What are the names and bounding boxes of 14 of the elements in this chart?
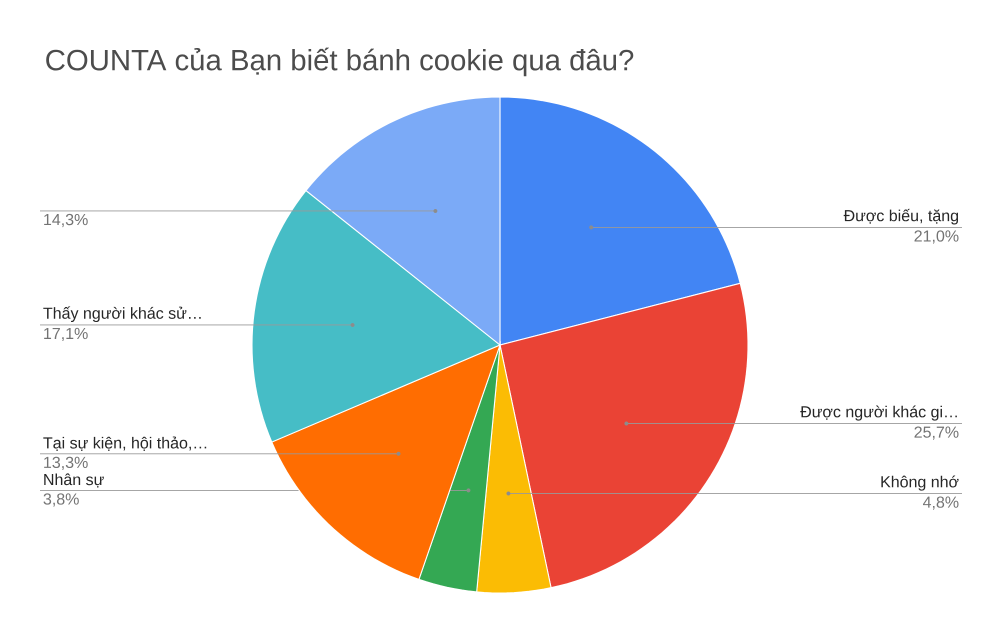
slice-label: Thấy người khác sử… [43, 306, 201, 322]
data-label: 17,1% [44, 328, 88, 342]
data-label: 4,8% [922, 496, 959, 510]
data-label: 25,7% [914, 426, 958, 440]
data-label: 14,3% [44, 214, 88, 228]
slice-label: Tại sự kiện, hội thảo,… [43, 436, 206, 451]
slice-label: Được biếu, tặng [844, 208, 958, 224]
slice-label: Được người khác gi… [800, 406, 957, 421]
data-label: 3,8% [44, 493, 79, 507]
chart-title: COUNTA của Bạn biết bánh cookie qua đâu? [46, 48, 634, 76]
data-label: 21,0% [914, 230, 958, 244]
slice-label: Nhân sự [44, 473, 104, 488]
slice-label: Không nhớ [881, 476, 959, 491]
data-label: 13,3% [44, 456, 88, 470]
